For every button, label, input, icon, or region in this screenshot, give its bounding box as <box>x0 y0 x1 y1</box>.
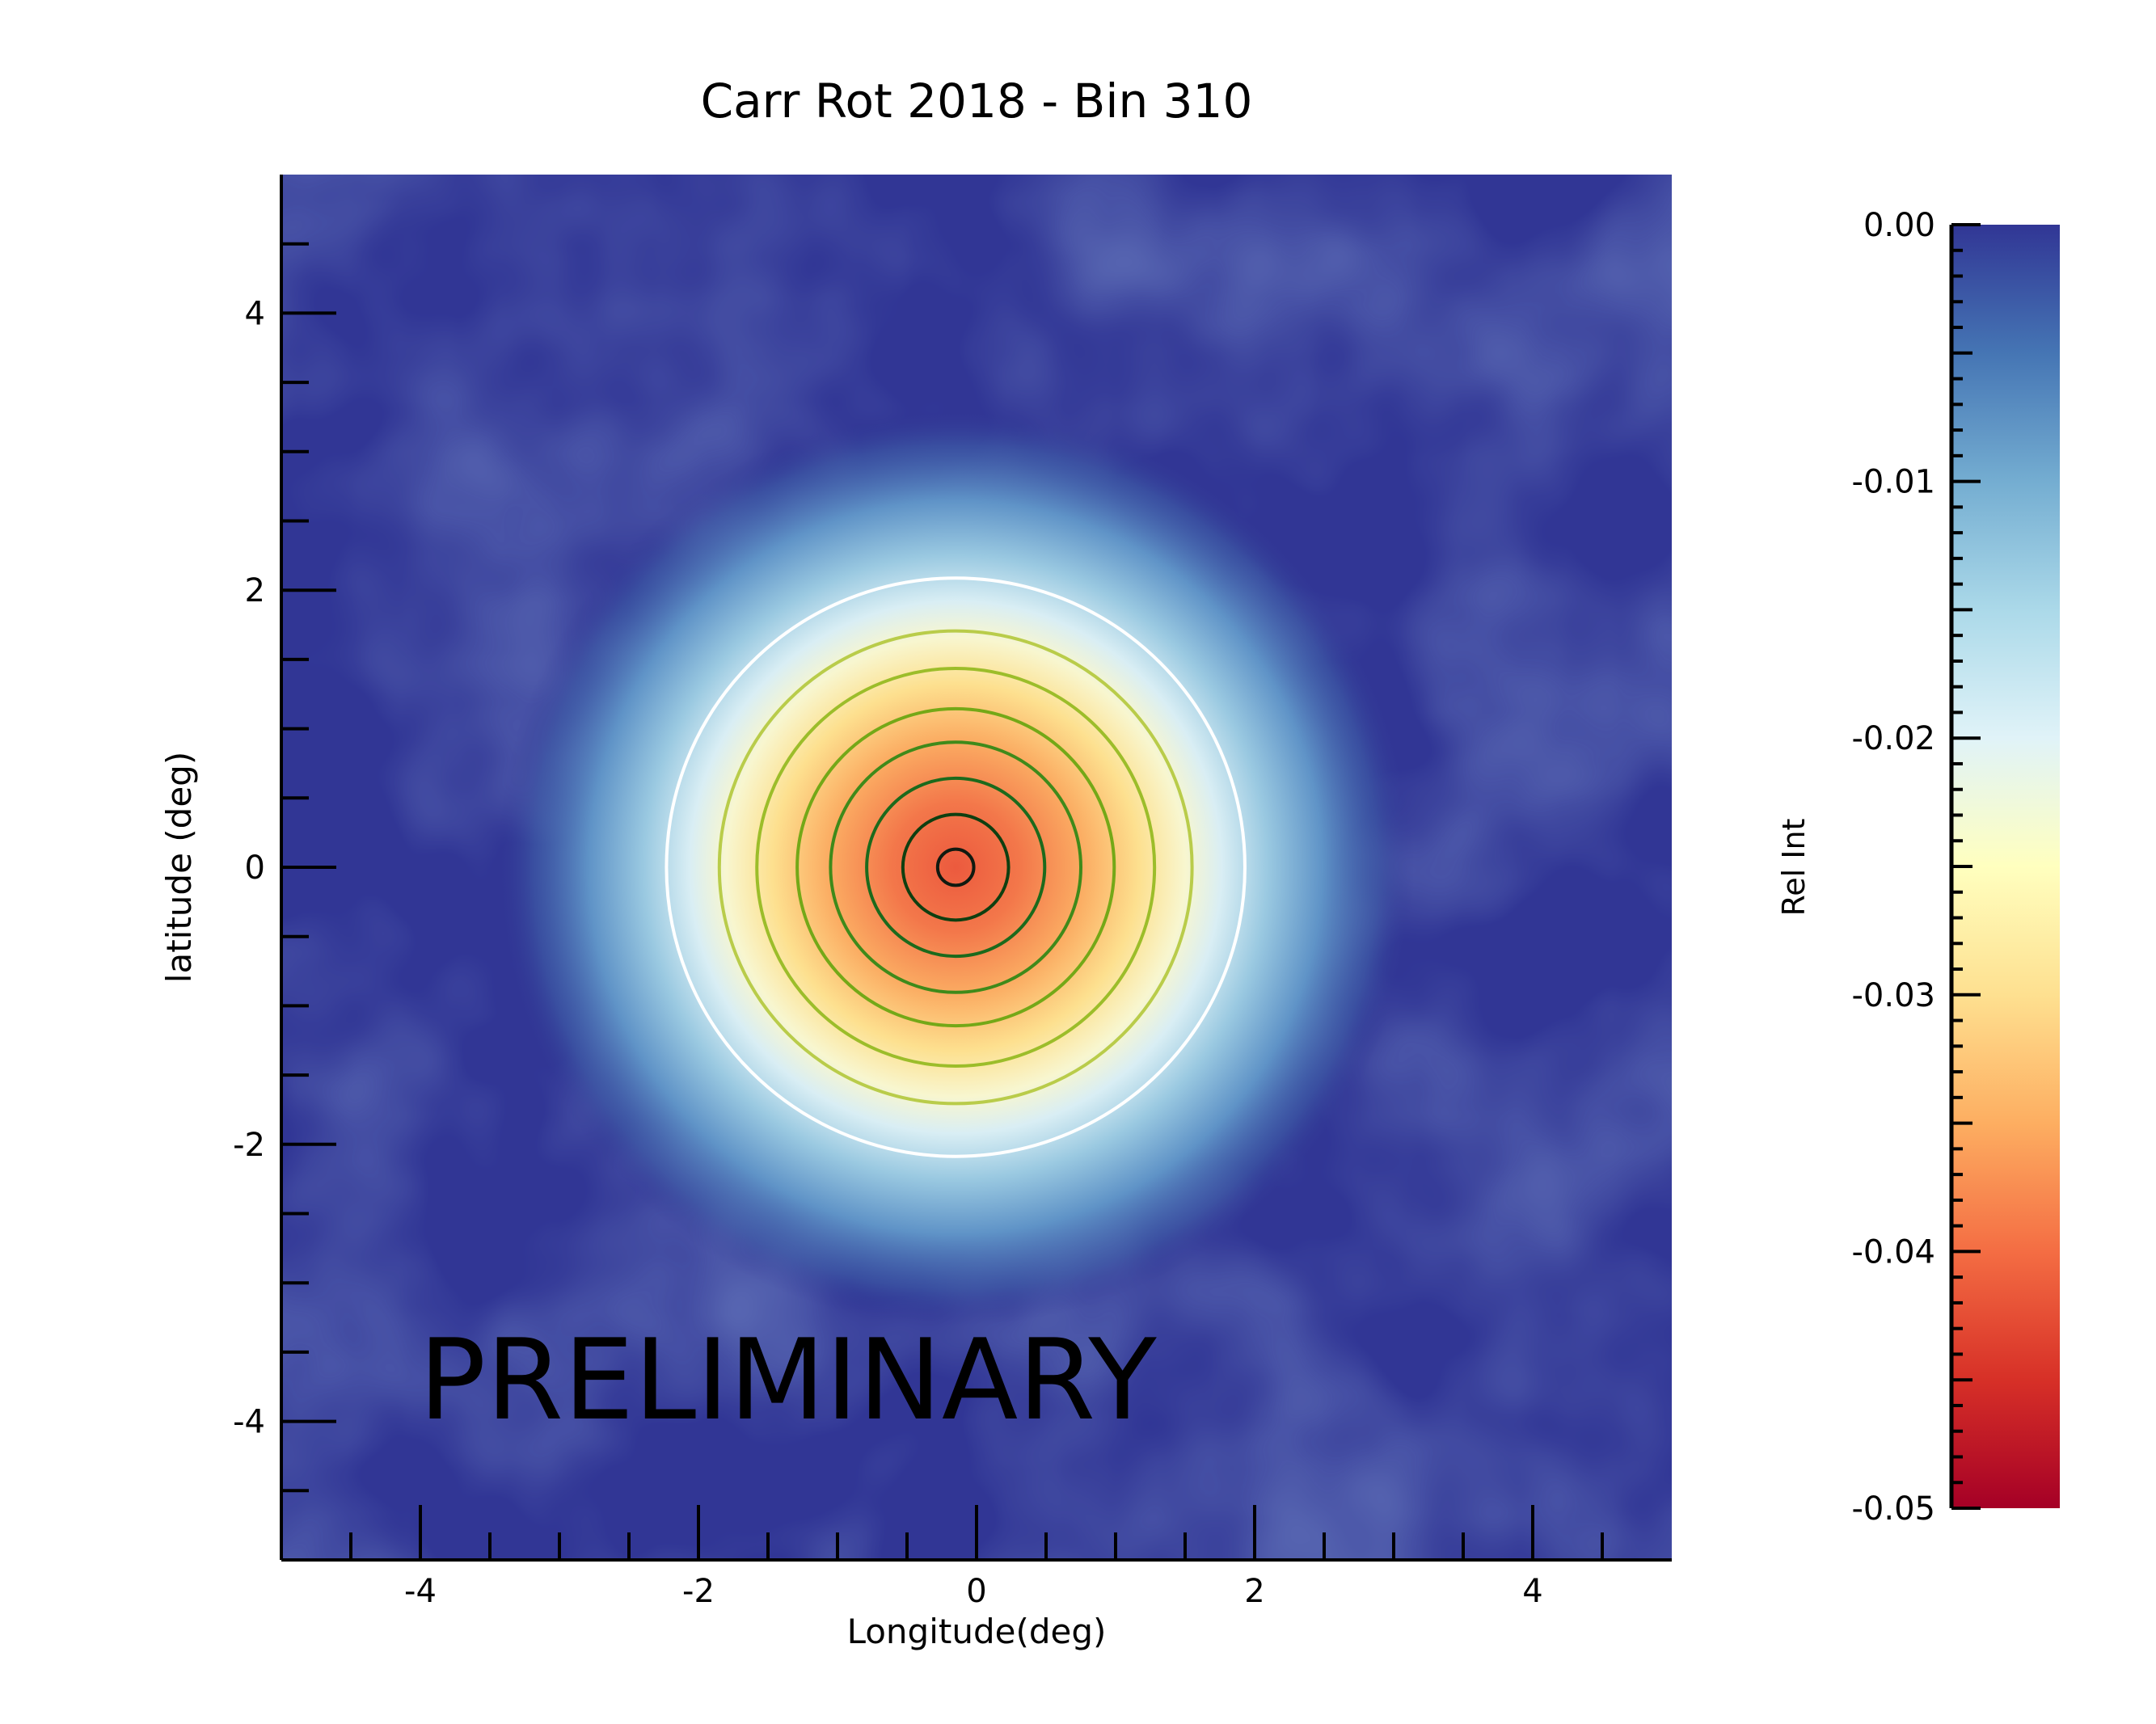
axes: -4 -2 0 2 4 4 2 0 -2 -4 <box>233 175 1672 1610</box>
x-tick-label: 0 <box>966 1573 986 1610</box>
colorbar-tick-label: -0.05 <box>1852 1490 1936 1528</box>
contour-ring-6 <box>865 776 1047 959</box>
contour-ring-4 <box>795 706 1116 1028</box>
y-tick-label: -4 <box>233 1404 265 1441</box>
plot-area <box>281 175 1672 1560</box>
colorbar-label: Rel Int <box>1776 819 1812 917</box>
contour-ring-5 <box>829 740 1082 994</box>
y-tick-label: -2 <box>233 1127 265 1164</box>
x-tick-label: -2 <box>682 1573 715 1610</box>
heatmap-halo <box>496 408 1415 1326</box>
contour-ring-8 <box>935 847 976 887</box>
y-tick-label: 2 <box>245 572 265 609</box>
colorbar: 0.00 -0.01 -0.02 -0.03 -0.04 -0.05 <box>1852 207 2060 1528</box>
colorbar-tick-label: -0.01 <box>1852 464 1936 501</box>
colorbar-tick-label: -0.02 <box>1852 720 1936 757</box>
contour-ring-2 <box>717 629 1194 1106</box>
contour-ring-1 <box>665 576 1247 1158</box>
colorbar-tick-label: -0.03 <box>1852 977 1936 1014</box>
x-tick-label: 2 <box>1244 1573 1264 1610</box>
contour-ring-3 <box>755 667 1157 1068</box>
x-axis-label: Longitude(deg) <box>847 1612 1107 1651</box>
y-tick-label: 4 <box>245 295 265 332</box>
colorbar-tick-label: 0.00 <box>1863 207 1935 244</box>
x-tick-label: -4 <box>404 1573 437 1610</box>
colorbar-tick-label: -0.04 <box>1852 1233 1936 1271</box>
preliminary-watermark: PRELIMINARY <box>419 1315 1157 1445</box>
y-tick-label: 0 <box>245 849 265 887</box>
y-axis-label: latitude (deg) <box>159 752 199 983</box>
x-tick-label: 4 <box>1522 1573 1542 1610</box>
chart-title: Carr Rot 2018 - Bin 310 <box>701 74 1253 129</box>
contour-ring-7 <box>901 812 1010 922</box>
contour-group <box>665 576 1247 1158</box>
